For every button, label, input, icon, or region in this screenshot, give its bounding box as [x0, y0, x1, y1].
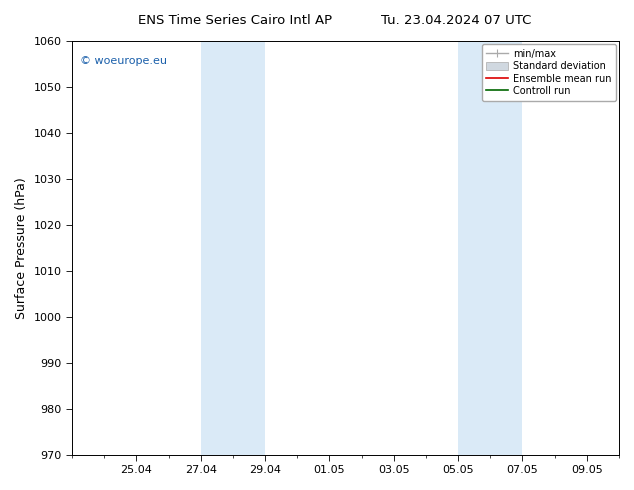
Text: Tu. 23.04.2024 07 UTC: Tu. 23.04.2024 07 UTC: [381, 14, 532, 27]
Bar: [458, 41, 522, 455]
Text: © woeurope.eu: © woeurope.eu: [81, 55, 167, 66]
Legend: min/max, Standard deviation, Ensemble mean run, Controll run: min/max, Standard deviation, Ensemble me…: [482, 44, 616, 101]
Text: ENS Time Series Cairo Intl AP: ENS Time Series Cairo Intl AP: [138, 14, 332, 27]
Y-axis label: Surface Pressure (hPa): Surface Pressure (hPa): [15, 177, 28, 318]
Bar: [201, 41, 265, 455]
